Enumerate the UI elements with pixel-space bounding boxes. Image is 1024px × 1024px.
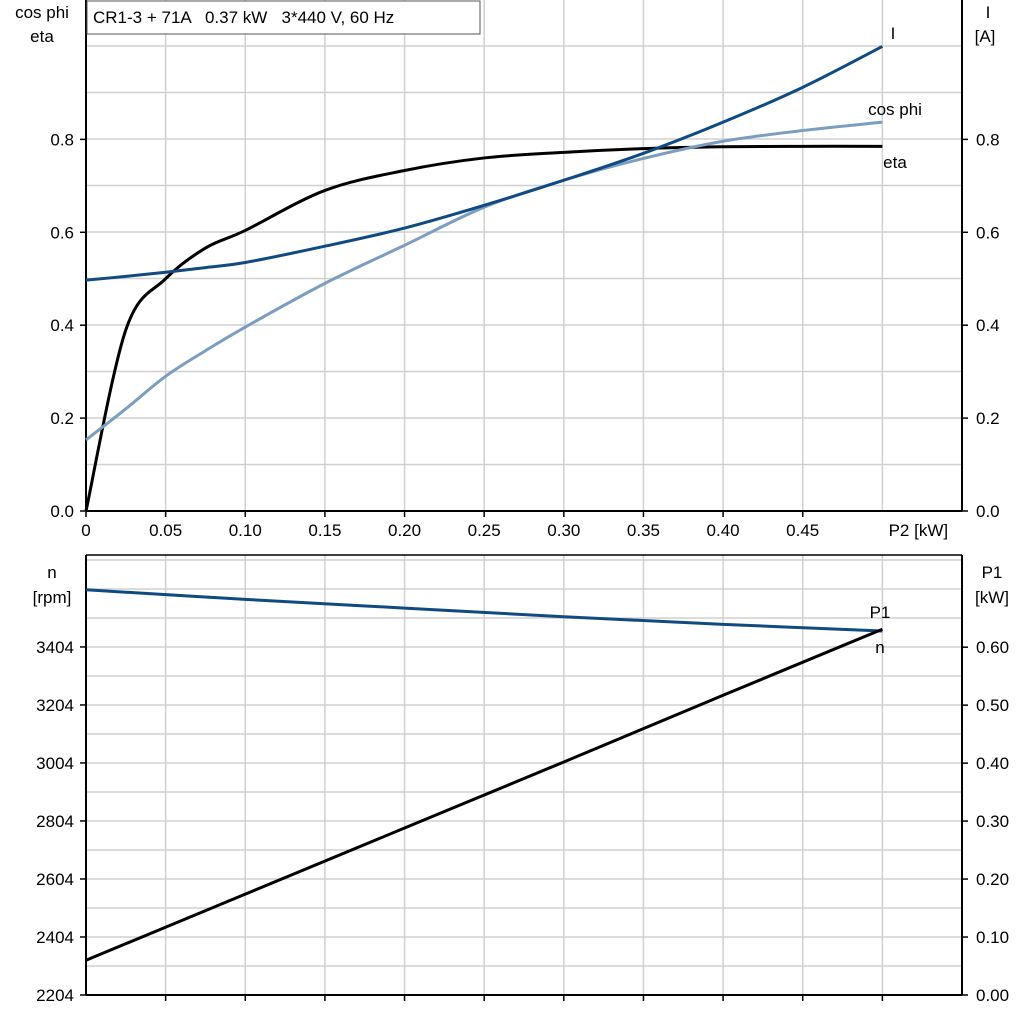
y-tick-label-right: 0.50 [976,696,1009,715]
y-axis-label-right: I [986,3,991,22]
y-axis-label-left: [rpm] [33,588,72,607]
y-tick-label-right: 0.30 [976,812,1009,831]
y-tick-label-left: 0.6 [50,223,74,242]
y-tick-label-right: 0.10 [976,928,1009,947]
series-label-p1: P1 [870,603,891,622]
y-axis-label-right: P1 [982,563,1003,582]
x-tick-label: 0 [81,521,90,540]
x-tick-label: 0.20 [388,521,421,540]
y-axis-label-left: eta [30,27,54,46]
series-line-n [85,588,883,633]
x-tick-label: 0.15 [308,521,341,540]
y-tick-label-right: 0.60 [976,638,1009,657]
x-tick-label: 0.35 [627,521,660,540]
series-line-eta [84,144,883,512]
y-axis-label-left: n [47,563,56,582]
y-tick-label-left: 2604 [36,870,74,889]
series-label-n: n [875,638,884,657]
series-label-eta: eta [883,153,907,172]
y-tick-label-right: 0.40 [976,754,1009,773]
x-tick-label: 0.25 [468,521,501,540]
y-tick-label-left: 2204 [36,986,74,1005]
y-tick-label-right: 0.6 [976,223,1000,242]
y-tick-label-right: 0.8 [976,130,1000,149]
y-tick-label-left: 2404 [36,928,74,947]
series-line-i [85,45,884,282]
y-axis-label-right: [kW] [975,588,1009,607]
y-tick-label-right: 0.20 [976,870,1009,889]
chart-title: CR1-3 + 71A 0.37 kW 3*440 V, 60 Hz [93,8,394,27]
y-tick-label-left: 2804 [36,812,74,831]
x-tick-label: 0.05 [149,521,182,540]
title-box [86,0,481,35]
x-tick-label: 0.45 [786,521,819,540]
y-tick-label-left: 0.4 [50,316,74,335]
y-tick-label-right: 0.00 [976,986,1009,1005]
y-tick-label-left: 0.8 [50,130,74,149]
y-tick-label-left: 0.2 [50,409,74,428]
x-axis-label: P2 [kW] [889,521,949,540]
y-tick-label-right: 0.0 [976,502,1000,521]
series-line-p1 [85,627,883,962]
y-tick-label-left: 3204 [36,696,74,715]
y-axis-label-left: cos phi [15,3,69,22]
series-label-cos-phi: cos phi [868,100,922,119]
x-tick-label: 0.10 [229,521,262,540]
x-tick-label: 0.40 [707,521,740,540]
y-axis-label-right: [A] [975,27,996,46]
series-label-i: I [891,24,896,43]
y-tick-label-left: 3004 [36,754,74,773]
y-tick-label-left: 3404 [36,638,74,657]
series-line-cos-phi [85,120,883,442]
y-tick-label-right: 0.4 [976,316,1000,335]
y-tick-label-left: 0.0 [50,502,74,521]
x-tick-label: 0.30 [547,521,580,540]
y-tick-label-right: 0.2 [976,409,1000,428]
